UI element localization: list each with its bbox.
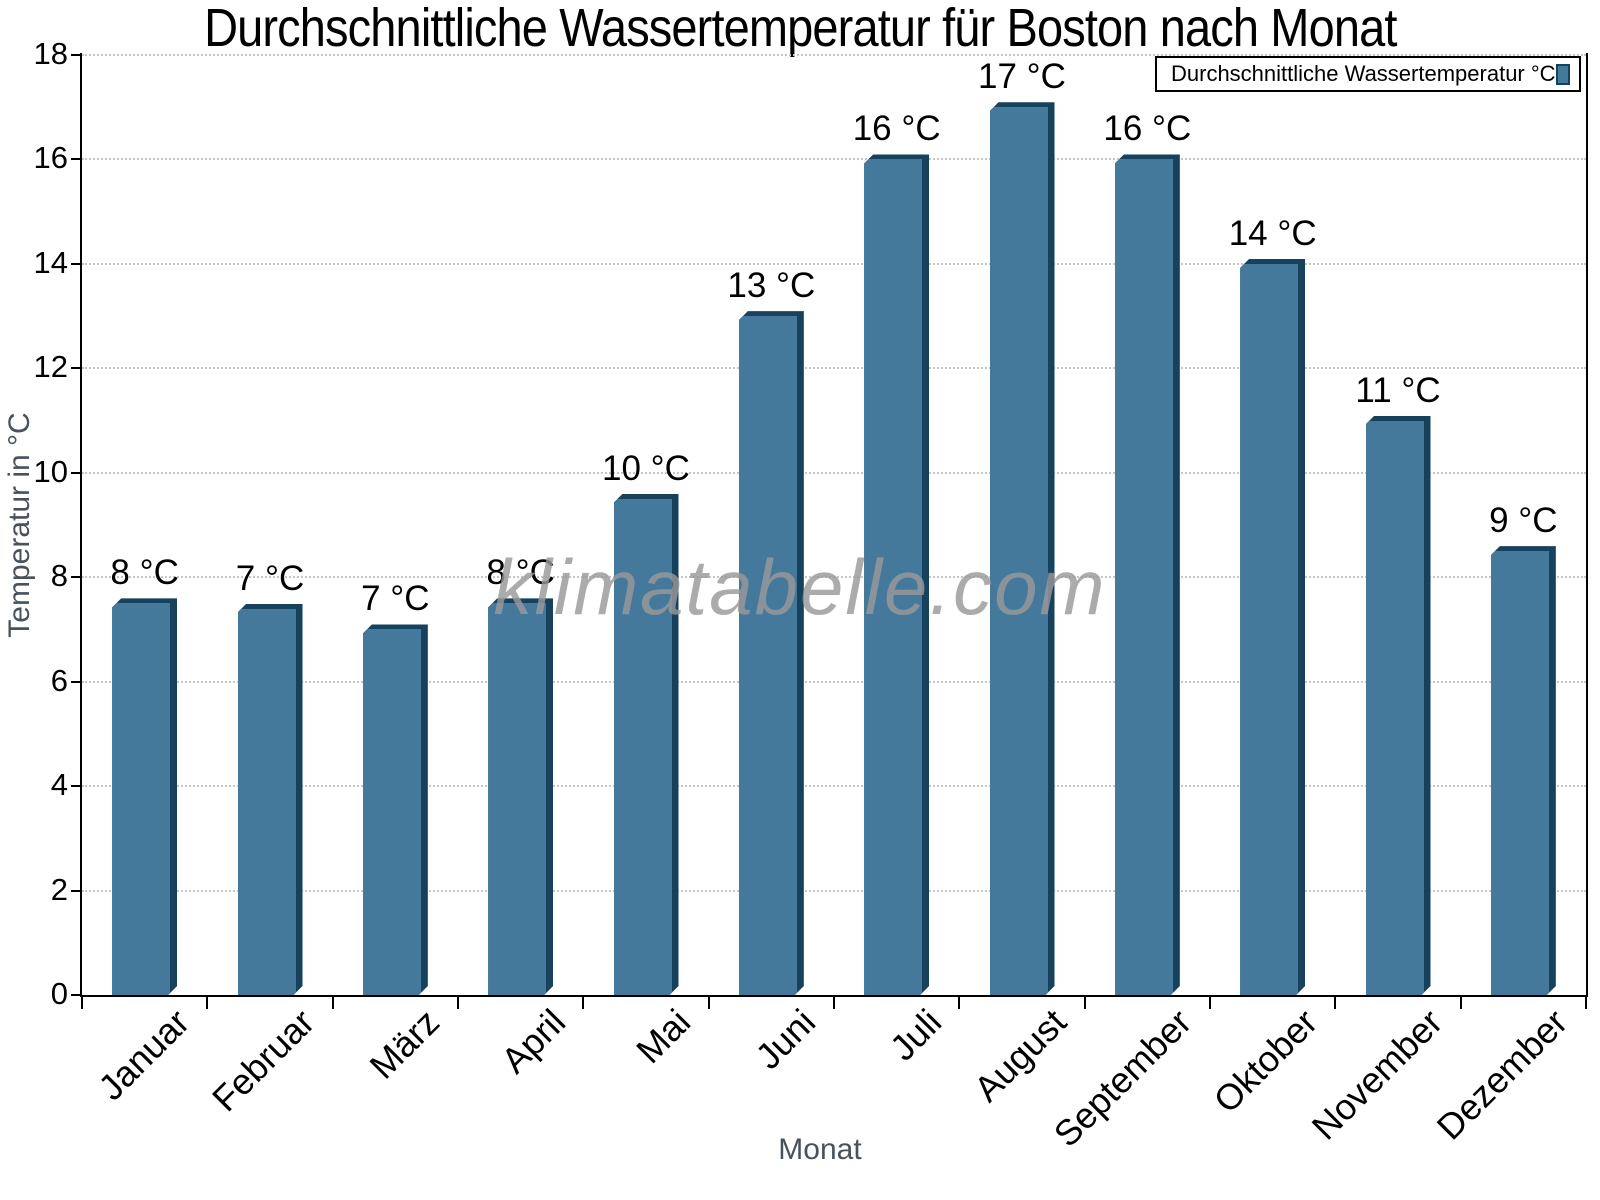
y-tick: [71, 54, 82, 56]
bar-value-label: 13 °C: [727, 266, 816, 306]
bar-face: [237, 608, 296, 995]
bar: [1365, 415, 1431, 995]
y-tick-label: 4: [50, 767, 68, 803]
x-tick: [331, 997, 334, 1009]
bar-value-label: 8 °C: [486, 553, 555, 593]
y-tick-label: 12: [33, 349, 68, 385]
x-tick: [707, 997, 710, 1009]
chart-title-text: Durchschnittliche Wassertemperatur für B…: [203, 0, 1397, 58]
y-tick: [71, 262, 82, 265]
x-axis-title: Monat: [778, 1133, 862, 1166]
gridline: [82, 471, 1586, 474]
x-tick: [1334, 997, 1337, 1009]
bar: [1240, 258, 1306, 995]
bar-face: [1490, 551, 1549, 995]
x-tick: [457, 997, 459, 1009]
y-axis-title: Temperatur in °C: [3, 412, 36, 638]
chart-title: Durchschnittliche Wassertemperatur für B…: [0, 0, 1600, 56]
y-tick: [71, 576, 82, 579]
bar-face: [613, 498, 672, 995]
bar-value-label: 7 °C: [361, 579, 430, 619]
gridline: [82, 680, 1586, 683]
y-tick-label: 10: [33, 453, 68, 489]
x-tick: [206, 997, 209, 1009]
bar-face: [112, 603, 171, 995]
legend: Durchschnittliche Wassertemperatur °C: [1155, 56, 1581, 92]
y-tick-label: 18: [33, 36, 68, 71]
x-tick: [958, 997, 961, 1009]
y-tick-label: 0: [50, 976, 68, 1011]
bar-value-label: 7 °C: [235, 558, 305, 598]
y-tick: [71, 994, 82, 996]
x-tick: [582, 997, 585, 1009]
gridline: [82, 158, 1586, 161]
bar-face: [1114, 159, 1173, 995]
y-tick: [71, 785, 82, 788]
bar: [613, 493, 679, 995]
bar: [864, 154, 930, 995]
legend-label: Durchschnittliche Wassertemperatur °C: [1171, 61, 1556, 86]
bar: [237, 603, 303, 995]
bar-face: [362, 629, 421, 995]
gridline: [82, 54, 1586, 56]
y-tick: [71, 471, 82, 474]
y-tick: [71, 158, 82, 161]
bar-face: [1365, 420, 1424, 995]
bar: [1490, 546, 1556, 995]
bar-face: [738, 316, 797, 995]
bar-value-label: 8 °C: [110, 553, 179, 593]
y-tick: [71, 680, 82, 683]
bar-value-label: 16 °C: [1103, 109, 1192, 149]
bar: [488, 598, 554, 995]
y-tick: [71, 367, 82, 370]
bar-value-label: 14 °C: [1228, 213, 1317, 253]
bar: [989, 102, 1055, 995]
gridline: [82, 262, 1586, 265]
plot-right-border: [1586, 53, 1588, 997]
y-tick-label: 14: [33, 244, 68, 280]
bar-value-label: 9 °C: [1489, 501, 1558, 541]
y-axis-line: [80, 53, 82, 997]
y-tick: [71, 889, 82, 892]
y-tick-label: 16: [33, 140, 68, 176]
bar-face: [989, 107, 1048, 995]
bar: [738, 311, 804, 995]
gridline: [82, 785, 1586, 788]
x-tick: [1585, 997, 1587, 1009]
bar: [112, 598, 178, 995]
bar-face: [864, 159, 923, 995]
bar-value-label: 10 °C: [602, 448, 690, 488]
y-tick-label: 2: [50, 871, 68, 907]
bar-face: [1240, 263, 1299, 995]
x-axis-line: [80, 995, 1588, 997]
bar: [1114, 154, 1180, 995]
bar-face: [488, 603, 547, 995]
bar-value-label: 16 °C: [852, 109, 941, 149]
gridline: [82, 576, 1586, 579]
bar-value-label: 17 °C: [978, 57, 1066, 97]
x-tick: [833, 997, 835, 1009]
x-tick: [1083, 997, 1086, 1009]
gridline: [82, 367, 1586, 370]
x-tick: [1209, 997, 1211, 1009]
y-tick-label: 8: [50, 558, 68, 594]
y-tick-label: 6: [50, 662, 68, 698]
bar: [362, 624, 428, 995]
legend-swatch-icon: [1555, 63, 1570, 85]
gridline: [82, 889, 1586, 892]
x-tick: [1459, 997, 1462, 1009]
bar-value-label: 11 °C: [1355, 370, 1441, 410]
x-tick: [81, 997, 83, 1009]
